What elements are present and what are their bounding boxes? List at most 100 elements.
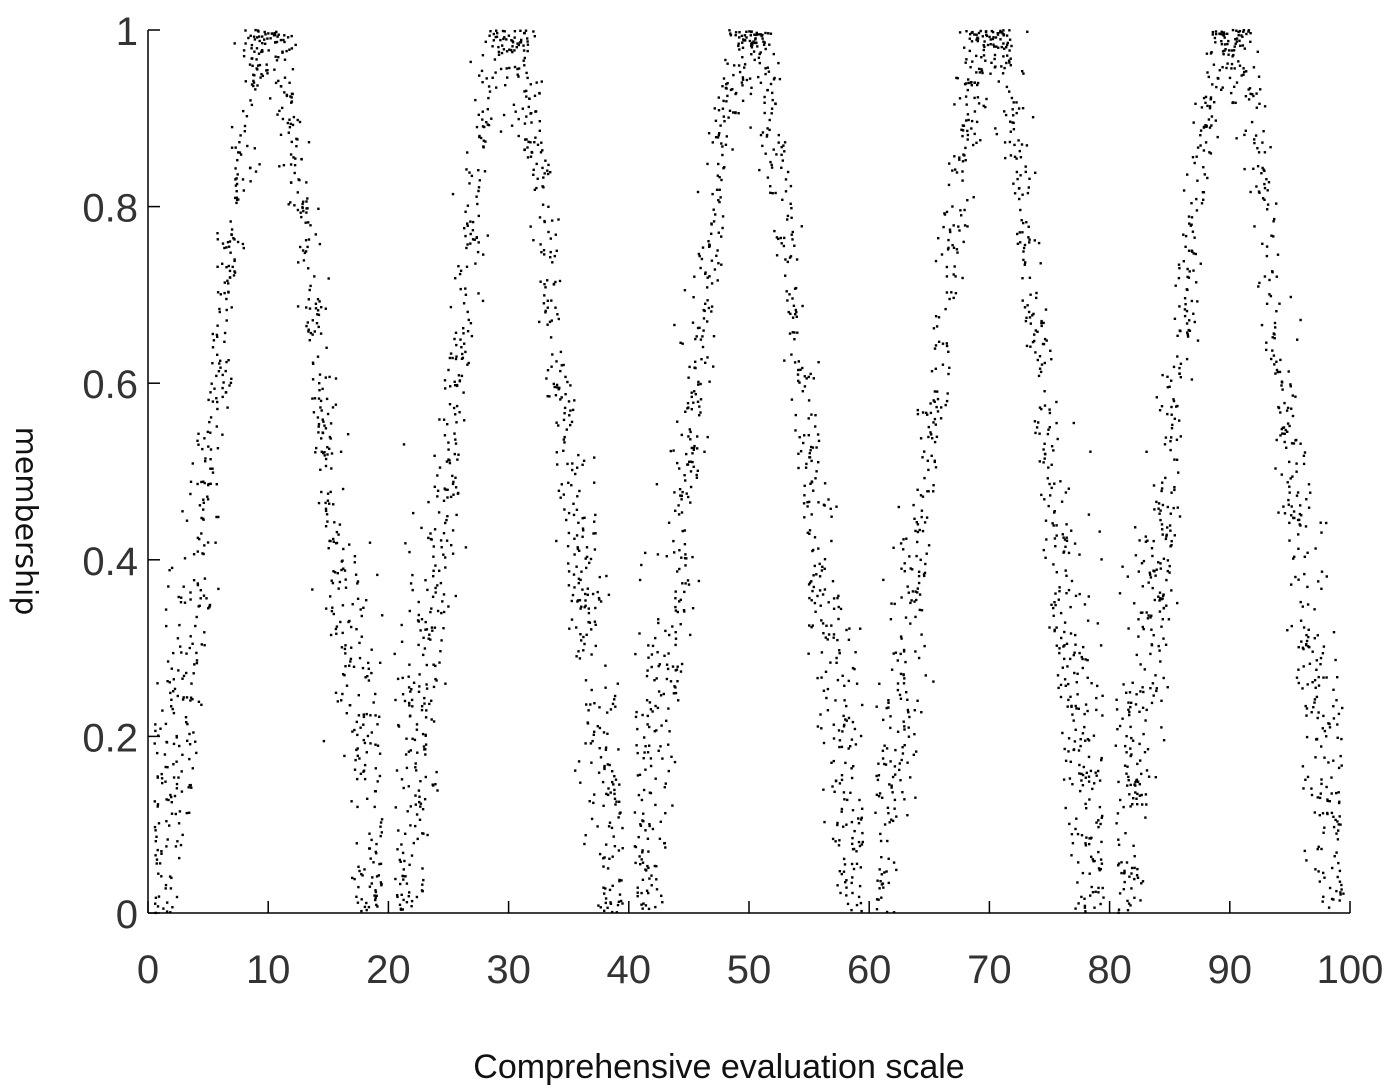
scatter-point xyxy=(435,679,438,682)
scatter-point xyxy=(720,142,723,145)
scatter-point xyxy=(951,205,954,208)
scatter-point xyxy=(362,738,365,742)
scatter-point xyxy=(539,151,543,154)
scatter-point xyxy=(1140,772,1143,776)
scatter-point xyxy=(995,45,998,48)
scatter-point xyxy=(1134,780,1137,784)
scatter-point xyxy=(837,594,840,598)
scatter-point xyxy=(833,790,836,793)
scatter-point xyxy=(574,769,577,772)
scatter-point xyxy=(887,706,890,709)
scatter-point xyxy=(1012,101,1015,104)
scatter-point xyxy=(424,579,427,582)
scatter-point xyxy=(604,748,608,751)
scatter-point xyxy=(1164,537,1168,541)
scatter-point xyxy=(889,618,893,621)
scatter-point xyxy=(1317,580,1320,583)
scatter-point xyxy=(1227,49,1231,52)
scatter-point xyxy=(721,85,724,88)
scatter-point xyxy=(439,539,443,542)
scatter-point xyxy=(169,793,172,797)
scatter-point xyxy=(972,143,975,147)
scatter-point xyxy=(603,856,606,859)
scatter-point xyxy=(529,155,533,158)
scatter-point xyxy=(376,744,380,747)
scatter-point xyxy=(964,95,968,98)
scatter-point xyxy=(1301,646,1305,649)
scatter-point xyxy=(1247,88,1250,91)
scatter-point xyxy=(1157,644,1160,648)
y-axis-title: membership xyxy=(8,427,43,616)
scatter-point xyxy=(1185,357,1189,361)
scatter-point xyxy=(1028,177,1031,180)
scatter-point xyxy=(895,868,898,872)
scatter-point xyxy=(823,820,826,824)
scatter-point xyxy=(750,41,754,45)
scatter-point xyxy=(415,895,419,899)
scatter-point xyxy=(244,42,247,45)
scatter-point xyxy=(1279,411,1282,414)
scatter-point xyxy=(1009,64,1012,67)
scatter-point xyxy=(906,708,910,712)
scatter-point xyxy=(1275,275,1278,278)
scatter-point xyxy=(1145,708,1148,712)
scatter-point xyxy=(585,703,588,706)
scatter-point xyxy=(597,596,601,600)
scatter-point xyxy=(221,433,224,436)
scatter-point xyxy=(454,438,457,441)
scatter-point xyxy=(1055,400,1058,404)
scatter-point xyxy=(1083,712,1086,716)
scatter-point xyxy=(733,64,736,67)
scatter-point xyxy=(613,788,616,792)
scatter-point xyxy=(1187,249,1191,252)
scatter-point xyxy=(1319,663,1322,666)
scatter-point xyxy=(902,548,905,551)
scatter-point xyxy=(381,614,384,617)
scatter-point xyxy=(971,30,974,34)
scatter-point xyxy=(1000,65,1003,68)
scatter-point xyxy=(525,115,528,118)
scatter-point xyxy=(505,38,508,41)
scatter-point xyxy=(1241,44,1245,47)
scatter-point xyxy=(583,606,586,609)
scatter-point xyxy=(893,765,897,768)
scatter-point xyxy=(1272,235,1275,238)
scatter-point xyxy=(660,894,663,897)
scatter-point xyxy=(985,33,988,36)
scatter-point xyxy=(156,848,159,852)
scatter-point xyxy=(878,682,881,685)
scatter-point xyxy=(635,710,638,714)
scatter-point xyxy=(471,238,475,241)
scatter-point xyxy=(328,435,332,439)
scatter-point xyxy=(1235,40,1239,43)
scatter-point xyxy=(453,380,456,383)
scatter-point xyxy=(175,895,179,899)
scatter-point xyxy=(1147,614,1150,617)
scatter-point xyxy=(454,384,457,387)
scatter-point xyxy=(596,725,599,728)
scatter-point xyxy=(822,788,825,791)
scatter-point xyxy=(508,48,511,51)
scatter-point xyxy=(172,776,176,779)
scatter-point xyxy=(1069,657,1072,661)
scatter-point xyxy=(657,621,660,625)
scatter-point xyxy=(541,185,544,188)
scatter-point xyxy=(699,411,702,414)
scatter-point xyxy=(852,847,856,851)
scatter-point xyxy=(1292,510,1296,513)
scatter-point xyxy=(902,538,905,541)
scatter-point xyxy=(365,908,368,912)
scatter-point xyxy=(295,145,298,148)
scatter-point xyxy=(1338,899,1341,902)
scatter-point xyxy=(617,900,621,903)
scatter-point xyxy=(207,445,210,448)
scatter-point xyxy=(1129,783,1132,787)
scatter-point xyxy=(1002,34,1005,37)
scatter-point xyxy=(1266,208,1269,211)
scatter-point xyxy=(1170,540,1173,543)
scatter-point xyxy=(1044,556,1047,559)
scatter-point xyxy=(513,30,517,33)
scatter-point xyxy=(976,96,980,99)
scatter-point xyxy=(905,537,908,540)
scatter-point xyxy=(1211,30,1215,34)
